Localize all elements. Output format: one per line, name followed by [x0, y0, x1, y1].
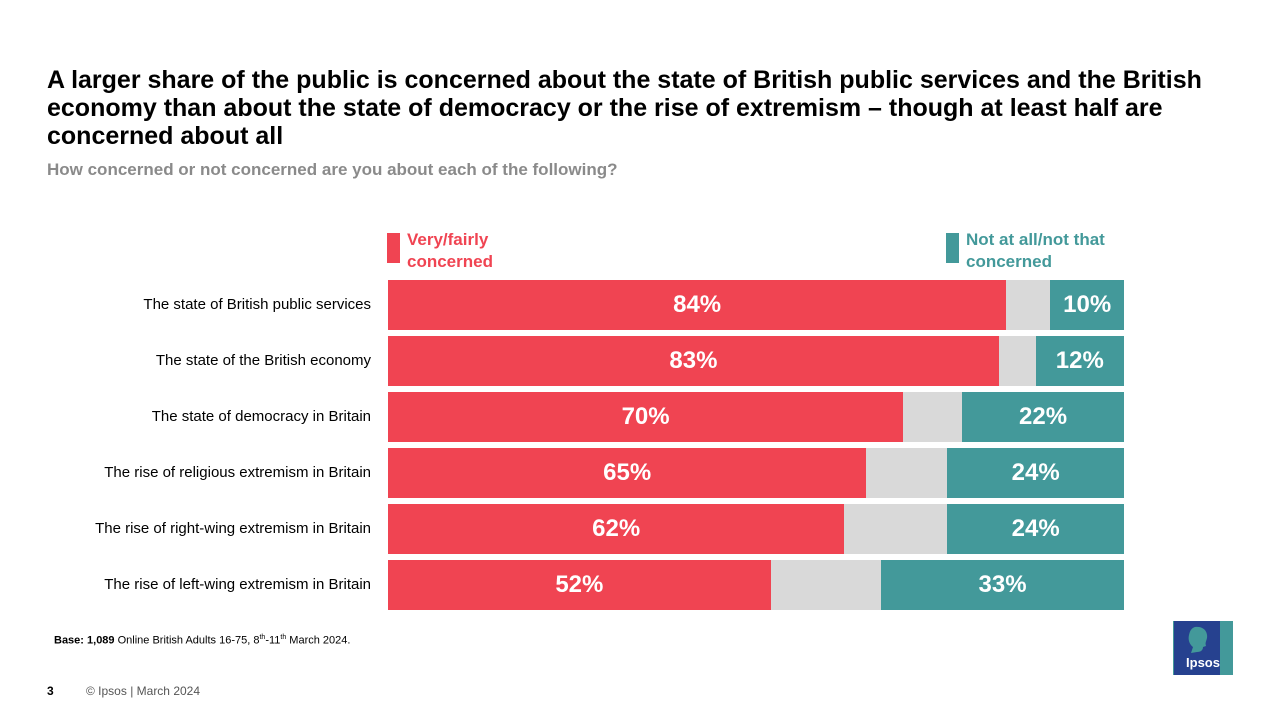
category-label: The rise of right-wing extremism in Brit… [95, 520, 371, 537]
legend-swatch-concerned [387, 233, 400, 263]
base-note-text-3: March 2024. [286, 634, 351, 647]
base-note-sup-1: th [259, 634, 266, 641]
data-label-not-concerned: 22% [1019, 403, 1068, 430]
bar-concerned [388, 392, 904, 442]
data-label-not-concerned: 24% [1011, 459, 1060, 486]
legend-label-not-concerned: Not at all/not that concerned [966, 230, 1105, 271]
category-label: The rise of left-wing extremism in Brita… [104, 576, 371, 593]
base-note-text-1: Online British Adults 16-75, 8 [114, 634, 260, 647]
ipsos-logo: Ipsos [1173, 621, 1233, 675]
bar-concerned [388, 336, 999, 386]
data-label-concerned: 52% [555, 571, 604, 598]
bar-concerned [388, 504, 845, 554]
bar-other [866, 448, 948, 498]
bar-other [903, 392, 963, 442]
data-label-not-concerned: 24% [1011, 515, 1060, 542]
category-label: The state of British public services [143, 296, 371, 313]
bar-not-concerned [947, 448, 1124, 498]
bar-other [1006, 280, 1051, 330]
page-title: A larger share of the public is concerne… [47, 66, 1202, 150]
bar-concerned [388, 280, 1007, 330]
data-label-concerned: 84% [673, 291, 722, 318]
footer-copyright: © Ipsos | March 2024 [86, 684, 201, 698]
survey-question: How concerned or not concerned are you a… [47, 160, 618, 179]
category-label: The state of democracy in Britain [151, 408, 371, 425]
bar-other [770, 560, 882, 610]
bar-not-concerned [881, 560, 1124, 610]
page-number: 3 [47, 684, 54, 698]
bar-not-concerned [1050, 280, 1124, 330]
legend-swatch-not-concerned [946, 233, 959, 263]
bar-concerned [388, 448, 867, 498]
data-label-concerned: 62% [592, 515, 641, 542]
base-note-prefix: Base: 1,089 [54, 634, 115, 647]
data-label-concerned: 83% [669, 347, 718, 374]
bar-other [844, 504, 948, 554]
data-label-not-concerned: 10% [1063, 291, 1112, 318]
bar-concerned [388, 560, 771, 610]
legend-label-concerned: Very/fairly concerned [407, 230, 493, 271]
base-note-text-2: -11 [265, 634, 281, 647]
base-note-sup-2: th [280, 634, 287, 641]
data-label-concerned: 65% [603, 459, 652, 486]
bar-other [998, 336, 1036, 386]
data-label-not-concerned: 33% [978, 571, 1027, 598]
bar-not-concerned [962, 392, 1124, 442]
logo-profile-icon [1188, 626, 1208, 653]
base-note: Base: 1,089 Online British Adults 16-75,… [54, 634, 350, 647]
legend-not-concerned: Not at all/not that concerned [946, 229, 1126, 273]
logo-text: Ipsos [1186, 655, 1220, 670]
data-label-concerned: 70% [621, 403, 670, 430]
bar-not-concerned [1035, 336, 1124, 386]
bar-not-concerned [947, 504, 1124, 554]
data-label-not-concerned: 12% [1055, 347, 1104, 374]
category-label: The state of the British economy [155, 352, 371, 369]
legend-concerned: Very/fairly concerned [387, 229, 567, 273]
category-label: The rise of religious extremism in Brita… [104, 464, 371, 481]
